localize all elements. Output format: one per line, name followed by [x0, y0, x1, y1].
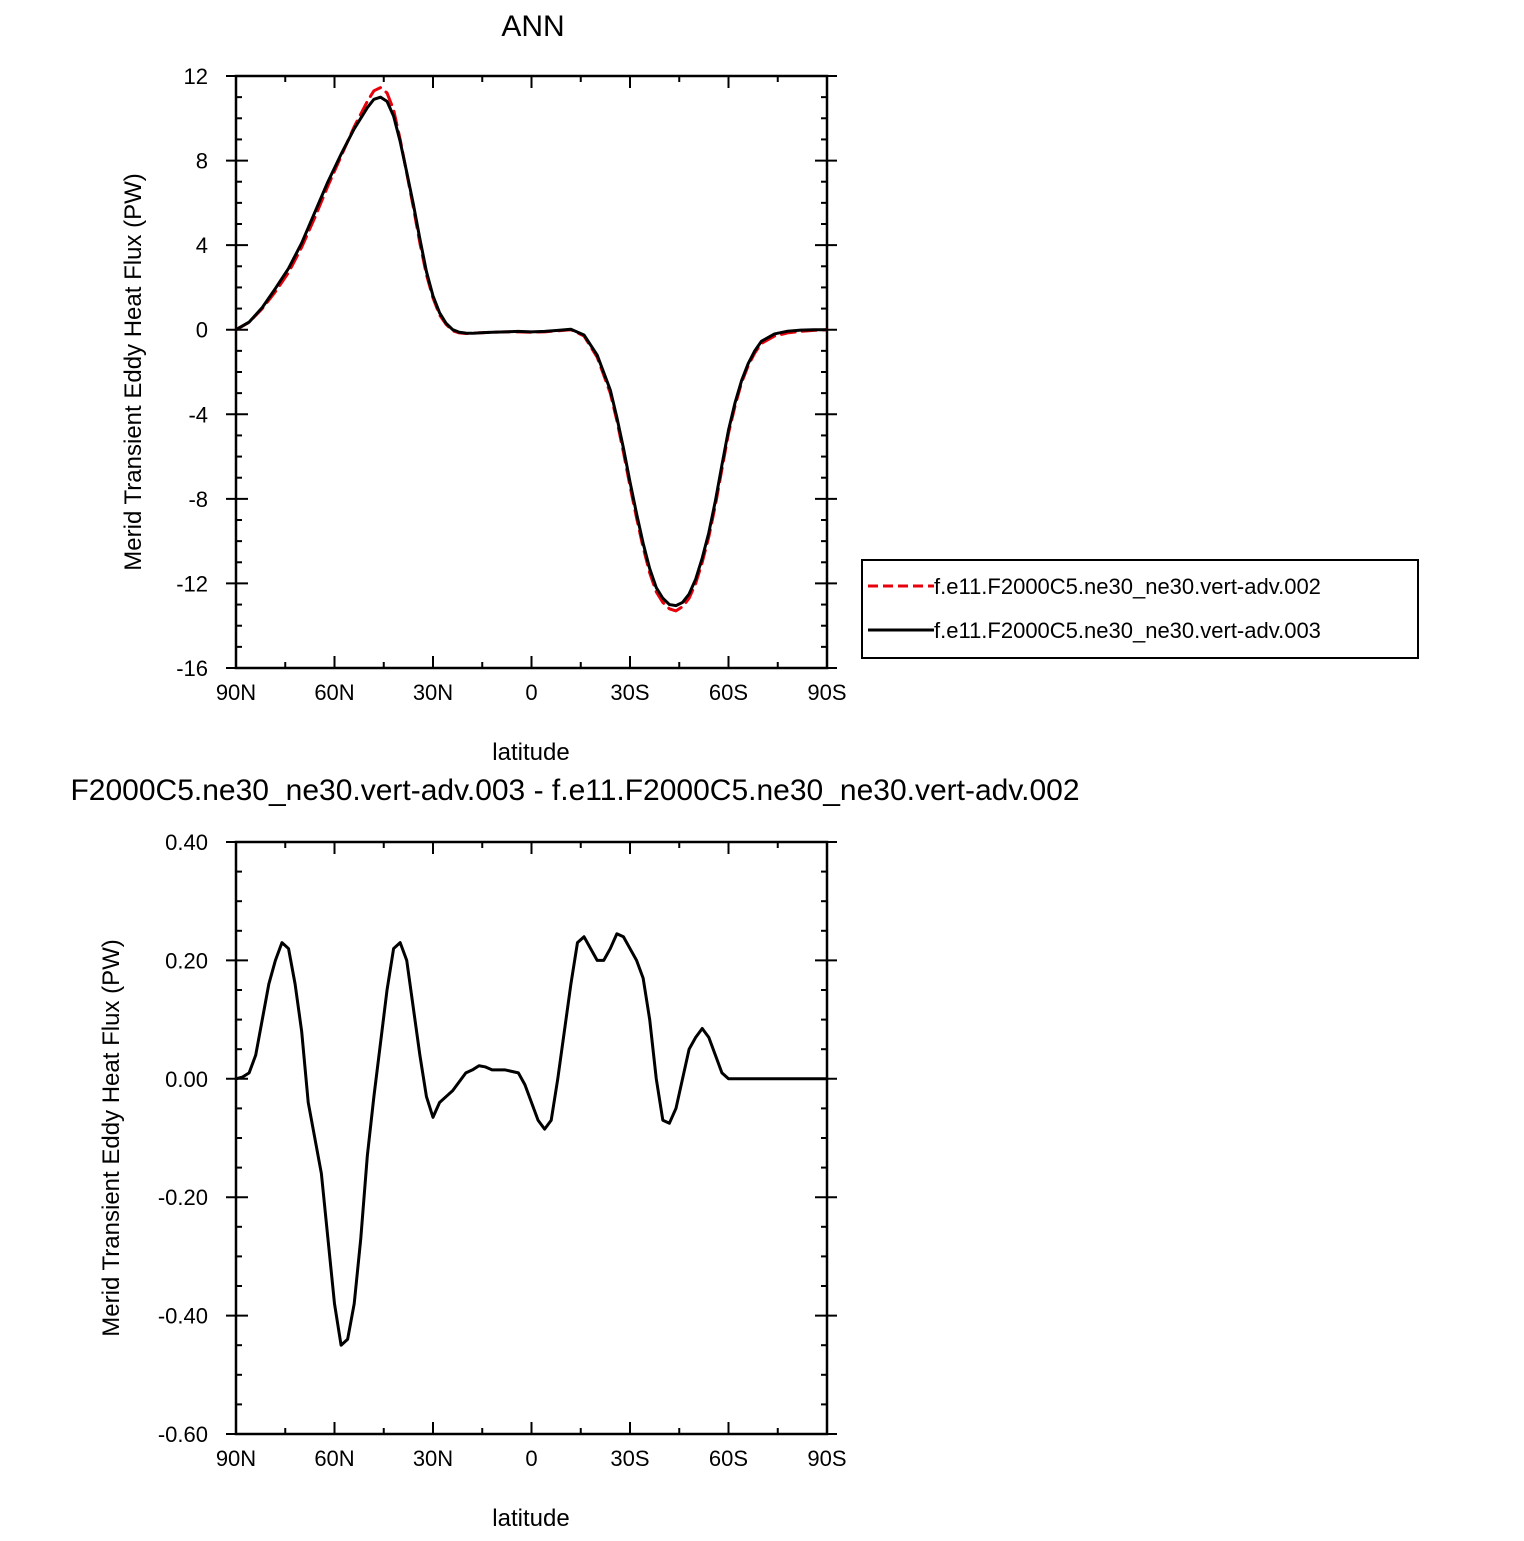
top-plot-area: 90N 60N 30N 0 30S 60S 90S 12 8 4 0 -4 -8 -12 -16	[176, 64, 846, 705]
bottom-xtick-label: 90S	[807, 1446, 846, 1471]
top-xtick-label: 60S	[709, 680, 748, 705]
top-ytick-label: -12	[176, 571, 208, 596]
top-chart-ylabel: Merid Transient Eddy Heat Flux (PW)	[120, 173, 147, 570]
bottom-xtick-label: 0	[525, 1446, 537, 1471]
top-xtick-label: 60N	[314, 680, 354, 705]
legend-entry-series-002: f.e11.F2000C5.ne30_ne30.vert-adv.002	[934, 574, 1321, 599]
top-ytick-label: 0	[196, 318, 208, 343]
legend: f.e11.F2000C5.ne30_ne30.vert-adv.002 f.e…	[861, 559, 1419, 659]
legend-entry-series-003: f.e11.F2000C5.ne30_ne30.vert-adv.003	[934, 618, 1321, 643]
bottom-ytick-label: -0.40	[158, 1304, 208, 1329]
bottom-ytick-label: 0.40	[165, 830, 208, 855]
bottom-chart-ylabel: Merid Transient Eddy Heat Flux (PW)	[98, 939, 125, 1336]
legend-box	[861, 559, 1419, 659]
bottom-xtick-label: 90N	[216, 1446, 256, 1471]
top-ytick-label: 8	[196, 149, 208, 174]
bottom-frame	[234, 840, 829, 1436]
bottom-ytick-label: 0.00	[165, 1067, 208, 1092]
bottom-series-line-0	[234, 932, 829, 1347]
bottom-chart-xlabel: latitude	[492, 1505, 569, 1532]
top-ytick-label: -4	[188, 402, 208, 427]
top-series-line-0	[234, 86, 829, 613]
top-chart-xlabel: latitude	[492, 739, 569, 766]
top-ytick-label: 12	[184, 64, 208, 89]
top-series-line-1	[234, 95, 829, 608]
top-xtick-label: 0	[525, 680, 537, 705]
bottom-ytick-label: 0.20	[165, 948, 208, 973]
top-xtick-label: 30S	[610, 680, 649, 705]
top-xtick-label: 90S	[807, 680, 846, 705]
bottom-xtick-label: 30N	[413, 1446, 453, 1471]
top-chart: ANN 90N 60N 30N 0 30S 60S 90S 12 8 4 0 -4 -8 -12 -16 l…	[120, 10, 847, 766]
top-chart-title: ANN	[501, 10, 564, 43]
bottom-xtick-label: 60N	[314, 1446, 354, 1471]
top-ytick-label: 4	[196, 233, 208, 258]
bottom-ytick-label: -0.60	[158, 1422, 208, 1447]
top-ytick-label: -8	[188, 487, 208, 512]
top-xtick-label: 30N	[413, 680, 453, 705]
bottom-ytick-label: -0.20	[158, 1185, 208, 1210]
bottom-chart: F2000C5.ne30_ne30.vert-adv.003 - f.e11.F…	[70, 774, 1079, 1532]
top-xtick-label: 90N	[216, 680, 256, 705]
bottom-xtick-label: 30S	[610, 1446, 649, 1471]
bottom-chart-title: F2000C5.ne30_ne30.vert-adv.003 - f.e11.F…	[70, 774, 1079, 807]
bottom-plot-area: 90N 60N 30N 0 30S 60S 90S 0.40 0.20 0.00 -0.20 -0.4…	[158, 830, 847, 1471]
top-frame	[234, 74, 829, 670]
bottom-xtick-label: 60S	[709, 1446, 748, 1471]
top-ytick-label: -16	[176, 656, 208, 681]
